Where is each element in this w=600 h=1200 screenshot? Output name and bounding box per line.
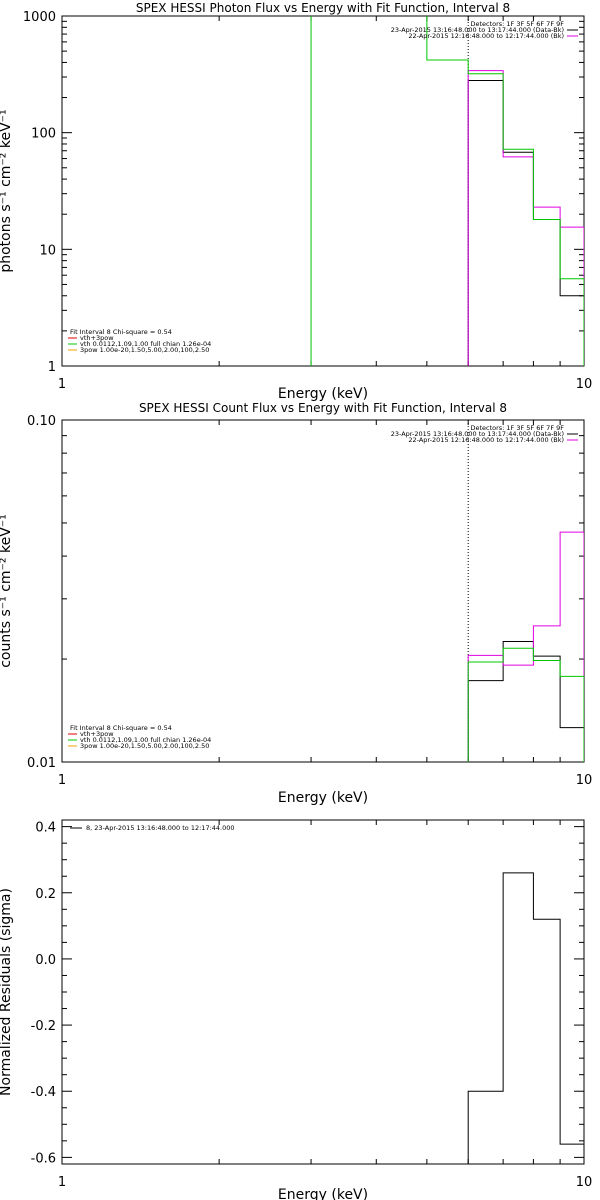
x-tick-label: 1 — [58, 1175, 66, 1190]
legend-entry: Fit Interval 8 Chi-square = 0.54 — [70, 724, 172, 732]
series-line-1 — [467, 641, 584, 762]
y-tick-label: 0.0 — [35, 953, 56, 968]
x-axis-label: Energy (keV) — [278, 386, 368, 402]
chart-panel-1: 1 10 1 10 100 1000 SPEX HESSI Photon Flux vs E… — [0, 1, 593, 402]
x-tick-label: 1 — [58, 377, 66, 392]
y-tick-label: -0.6 — [31, 1151, 56, 1166]
plot-frame — [61, 819, 585, 1165]
legend-entry: Detectors: 1F 3F 5F 6F 7F 9F — [470, 424, 564, 432]
legend-entry: vth 0.0112,1.09,1.00 full chian 1.26e-04 — [80, 736, 211, 744]
legend-entry: 3pow 1.00e-20,1.50,5.00,2.00,100,2.50 — [80, 346, 209, 354]
legend-entry: vth+3pow — [80, 730, 114, 738]
y-tick-label: -0.2 — [31, 1019, 56, 1034]
y-tick-label: 0.2 — [35, 887, 56, 902]
chart-title: SPEX HESSI Photon Flux vs Energy with Fi… — [136, 1, 510, 15]
chart-panel-2: 1 10 0.01 0.10 SPEX HESSI Count Flux vs Ener… — [0, 401, 592, 806]
x-tick-label: 1 — [58, 773, 66, 788]
legend-entry: vth 0.0112,1.09,1.00 full chian 1.26e-04 — [80, 340, 211, 348]
x-axis-label: Energy (keV) — [278, 790, 368, 806]
y-axis-label: counts s⁻¹ cm⁻² keV⁻¹ — [0, 514, 14, 668]
legend-entry: 22-Apr-2015 12:16:48.000 to 12:17:44.000… — [408, 32, 564, 40]
series-line-1 — [467, 79, 584, 366]
series-line-2 — [467, 531, 584, 762]
series-line-3 — [310, 16, 584, 366]
legend-entry: 23-Apr-2015 13:16:48.000 to 13:17:44.000… — [391, 430, 564, 438]
y-tick-label: 1 — [48, 360, 56, 375]
chart-panel-3: 1 10 0.4 0.2 0.0 -0.2 -0.4 -0.6 Energy (keV) Norm… — [0, 819, 593, 1200]
legend-entry: Detectors: 1F 3F 5F 6F 7F 9F — [470, 20, 564, 28]
legend-entry: Fit Interval 8 Chi-square = 0.54 — [70, 328, 172, 336]
plot-frame — [61, 419, 585, 763]
y-axis-label: Normalized Residuals (sigma) — [0, 888, 14, 1096]
plot-frame — [61, 15, 585, 367]
y-tick-label: -0.4 — [31, 1085, 56, 1100]
series-line-2 — [467, 70, 584, 366]
x-tick-label: 10 — [576, 377, 593, 392]
x-axis-label: Energy (keV) — [278, 1187, 368, 1200]
series-line-1 — [467, 872, 584, 1164]
chart-title: SPEX HESSI Count Flux vs Energy with Fit… — [139, 401, 507, 415]
x-tick-label: 10 — [576, 1175, 593, 1190]
y-tick-label: 0.01 — [27, 756, 56, 771]
y-tick-label: 10 — [39, 243, 56, 258]
legend-entry: 8, 23-Apr-2015 13:16:48.000 to 12:17:44.… — [86, 824, 235, 832]
y-tick-label: 0.4 — [35, 821, 56, 836]
legend-entry: 22-Apr-2015 12:16:48.000 to 12:17:44.000… — [408, 436, 564, 444]
legend-entry: vth+3pow — [80, 334, 114, 342]
legend-entry: 3pow 1.00e-20,1.50,5.00,2.00,100,2.50 — [80, 742, 209, 750]
y-tick-label: 0.10 — [27, 414, 56, 429]
legend-entry: 23-Apr-2015 13:16:48.000 to 13:17:44.000… — [391, 26, 564, 34]
y-tick-label: 1000 — [23, 10, 56, 25]
series-line-3 — [467, 647, 584, 762]
y-axis-label: photons s⁻¹ cm⁻² keV⁻¹ — [0, 109, 14, 272]
x-tick-label: 10 — [576, 773, 593, 788]
y-tick-label: 100 — [31, 127, 56, 142]
